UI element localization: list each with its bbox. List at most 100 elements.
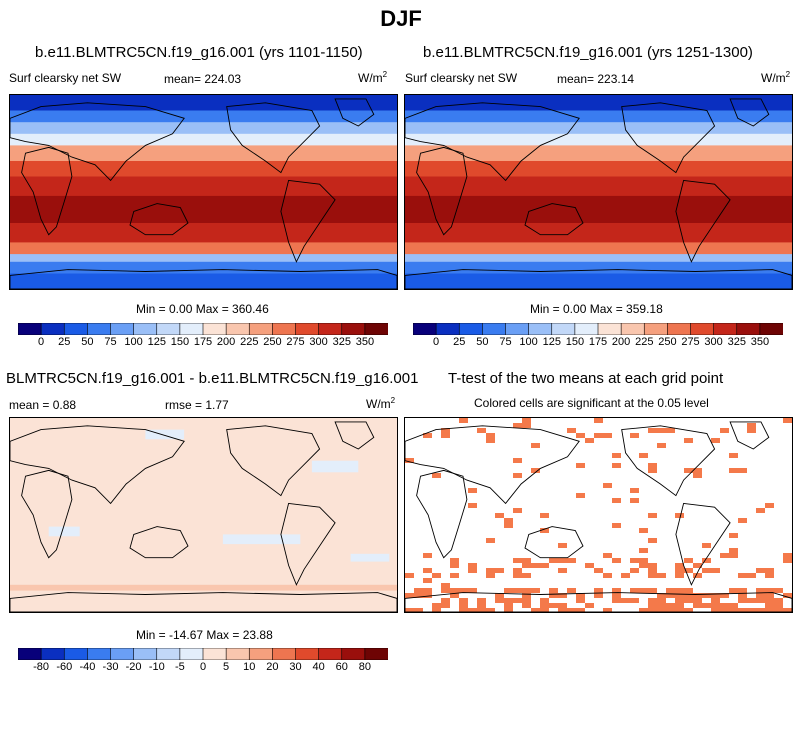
significant-cell	[738, 598, 747, 603]
field-band	[405, 161, 792, 177]
significant-cell	[468, 503, 477, 508]
significant-cell	[594, 433, 603, 438]
colorbar-swatch	[364, 647, 389, 661]
significant-cell	[648, 463, 657, 468]
colorbar-swatch	[156, 322, 181, 336]
significant-cell	[504, 518, 513, 523]
significant-cell	[783, 553, 792, 558]
continent-outline	[21, 469, 73, 559]
significant-cell	[423, 593, 432, 598]
significant-cell	[612, 523, 621, 528]
significant-cell	[576, 463, 585, 468]
panel2-units: W/m2	[761, 70, 791, 85]
significant-cell	[441, 588, 450, 593]
significant-cell	[522, 558, 531, 563]
colorbar-2	[412, 322, 784, 336]
significant-cell	[648, 598, 657, 603]
significant-cell	[657, 603, 666, 608]
significant-cell	[729, 453, 738, 458]
continent-outline	[226, 102, 321, 174]
significant-cell	[648, 573, 657, 578]
significant-cell	[540, 598, 549, 603]
significant-cell	[729, 603, 738, 608]
colorbar-tick-label: 300	[309, 336, 328, 348]
significant-cell	[486, 538, 495, 543]
significant-cell	[432, 608, 441, 612]
continent-outline	[416, 469, 468, 559]
panel4-subtitle: Colored cells are significant at the 0.0…	[474, 396, 709, 410]
colorbar-swatch	[202, 647, 227, 661]
significant-cell	[765, 603, 774, 608]
significant-cell	[513, 573, 522, 578]
significant-cell	[558, 543, 567, 548]
panel1-mean: mean= 224.03	[164, 72, 242, 86]
significant-cell	[702, 593, 711, 598]
significant-cell	[729, 588, 738, 593]
continent-outline	[10, 425, 185, 505]
significant-cell	[522, 423, 531, 428]
significant-cell	[531, 443, 540, 448]
colorbar-tick-label: 200	[611, 336, 631, 348]
significant-cell	[612, 453, 621, 458]
colorbar-tick-label: 150	[170, 336, 190, 348]
colorbar-tick-label: 25	[58, 336, 71, 348]
field-band	[10, 176, 397, 197]
significant-cell	[405, 458, 414, 463]
significant-cell	[729, 468, 738, 473]
map-panel-3	[9, 417, 398, 613]
colorbar-tick-label: 275	[286, 336, 305, 348]
significant-cell	[513, 508, 522, 513]
significant-cell	[513, 568, 522, 573]
significant-cell	[729, 548, 738, 553]
significant-cell	[540, 563, 549, 568]
page-title: DJF	[380, 6, 422, 31]
significant-cell	[639, 588, 648, 593]
significant-cell	[738, 608, 747, 612]
significant-cell	[495, 598, 504, 603]
significant-cell	[468, 608, 477, 612]
significant-cell	[504, 608, 513, 612]
colorbar-swatch	[482, 322, 507, 336]
significant-cell	[765, 568, 774, 573]
negative-diff-patch	[48, 526, 80, 537]
colorbar-2-labels: 0 25 50 75 100 125 150 175 200 225 250 275 300 325 350	[413, 336, 783, 350]
significant-cell	[675, 603, 684, 608]
significant-cell	[774, 588, 783, 593]
continent-outline	[10, 102, 185, 182]
significant-cell	[720, 593, 729, 598]
significant-cell	[711, 598, 720, 603]
colorbar-swatch	[364, 322, 389, 336]
significant-cell	[477, 428, 486, 433]
colorbar-tick-label: 50	[81, 336, 94, 348]
significant-cell	[576, 433, 585, 438]
colorbar-tick-label: 175	[588, 336, 608, 348]
significant-cell	[612, 588, 621, 593]
colorbar-tick-label: 75	[499, 336, 512, 348]
significant-cell	[684, 558, 693, 563]
continent-outline	[675, 179, 731, 263]
significant-cell	[747, 598, 756, 603]
panel3-title: BLMTRC5CN.f19_g16.001 - b.e11.BLMTRC5CN.…	[6, 370, 419, 387]
colorbar-swatch	[295, 647, 320, 661]
field-band	[10, 261, 397, 274]
continent-outline	[405, 425, 580, 505]
colorbar-tick-label: -20	[125, 661, 142, 673]
field-band	[10, 273, 397, 289]
colorbar-swatch	[202, 322, 227, 336]
colorbar-tick-label: 225	[240, 336, 259, 348]
colorbar-swatch	[690, 322, 715, 336]
significant-cell	[603, 483, 612, 488]
significant-cell	[630, 568, 639, 573]
continent-outline	[334, 98, 375, 127]
panel2-variable: Surf clearsky net SW	[405, 71, 518, 85]
significant-cell	[720, 603, 729, 608]
significant-cell	[567, 588, 576, 593]
significant-cell	[765, 503, 774, 508]
significant-cell	[504, 588, 513, 593]
significant-cell	[729, 553, 738, 558]
colorbar-tick-label: 200	[216, 336, 236, 348]
significant-cell	[621, 598, 630, 603]
significant-cell	[711, 608, 720, 612]
significant-cell	[630, 588, 639, 593]
significant-cell	[495, 593, 504, 598]
